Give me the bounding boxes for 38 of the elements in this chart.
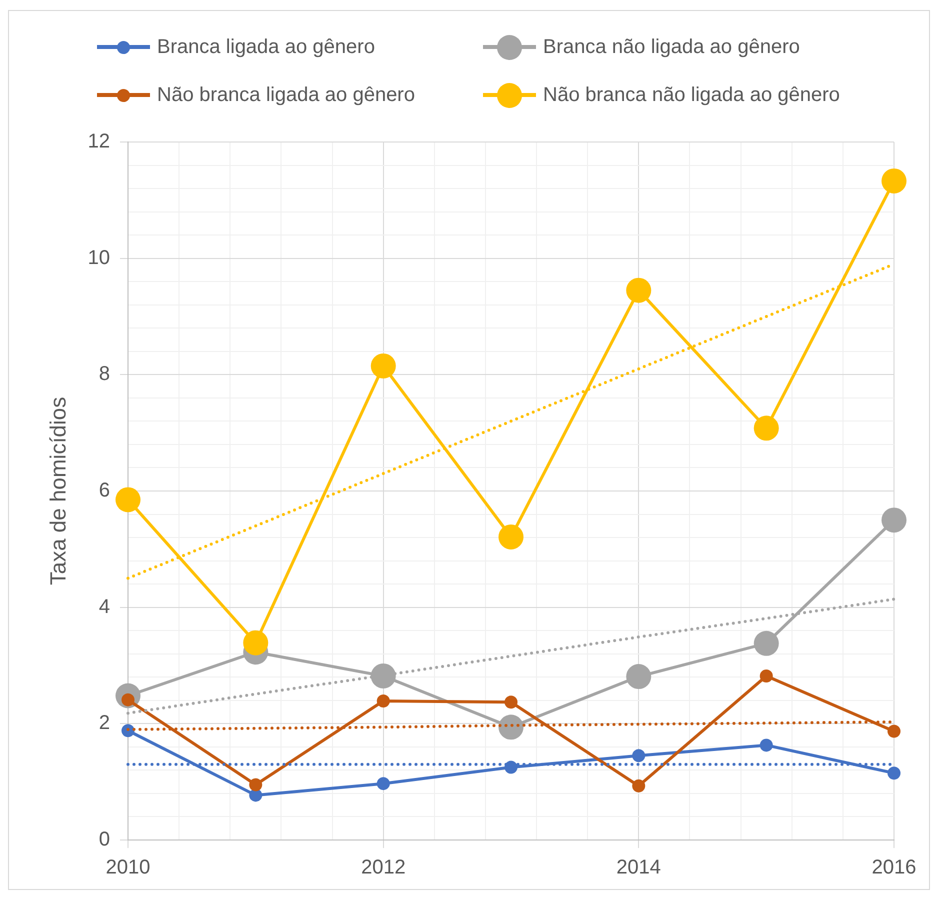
- point: [754, 630, 779, 656]
- point: [888, 724, 900, 738]
- point: [760, 738, 773, 752]
- point: [504, 696, 518, 709]
- point: [882, 508, 906, 533]
- point: [632, 749, 646, 762]
- x-tick-label: 2014: [616, 856, 661, 879]
- point: [243, 630, 268, 656]
- point: [376, 777, 390, 790]
- y-tick-label: 2: [98, 712, 110, 734]
- point: [116, 487, 140, 512]
- y-tick-label: 10: [88, 246, 110, 269]
- point: [376, 694, 390, 708]
- x-tick-label: 2012: [361, 856, 406, 879]
- point: [498, 524, 524, 550]
- legend-label: Branca não ligada ao gênero: [543, 36, 800, 58]
- point: [754, 416, 779, 441]
- y-tick-label: 0: [98, 828, 110, 851]
- point: [626, 664, 652, 690]
- y-tick-label: 4: [98, 596, 110, 618]
- point: [888, 766, 900, 780]
- point: [370, 353, 396, 378]
- x-tick-label: 2016: [872, 856, 916, 879]
- point: [626, 278, 652, 303]
- legend-label: Branca ligada ao gênero: [157, 36, 375, 58]
- point: [370, 663, 396, 688]
- y-tick-label: 12: [88, 130, 110, 153]
- y-tick-label: 6: [98, 480, 110, 502]
- point: [632, 779, 646, 792]
- point: [498, 714, 524, 740]
- y-axis-title: Taxa de homicídios: [45, 396, 70, 586]
- legend-label: Não branca ligada ao gênero: [157, 84, 415, 106]
- x-tick-label: 2010: [106, 856, 150, 879]
- point: [760, 669, 773, 682]
- point: [249, 778, 262, 792]
- y-tick-label: 8: [98, 363, 110, 386]
- point: [882, 168, 906, 194]
- legend-label: Não branca não ligada ao gênero: [543, 84, 840, 106]
